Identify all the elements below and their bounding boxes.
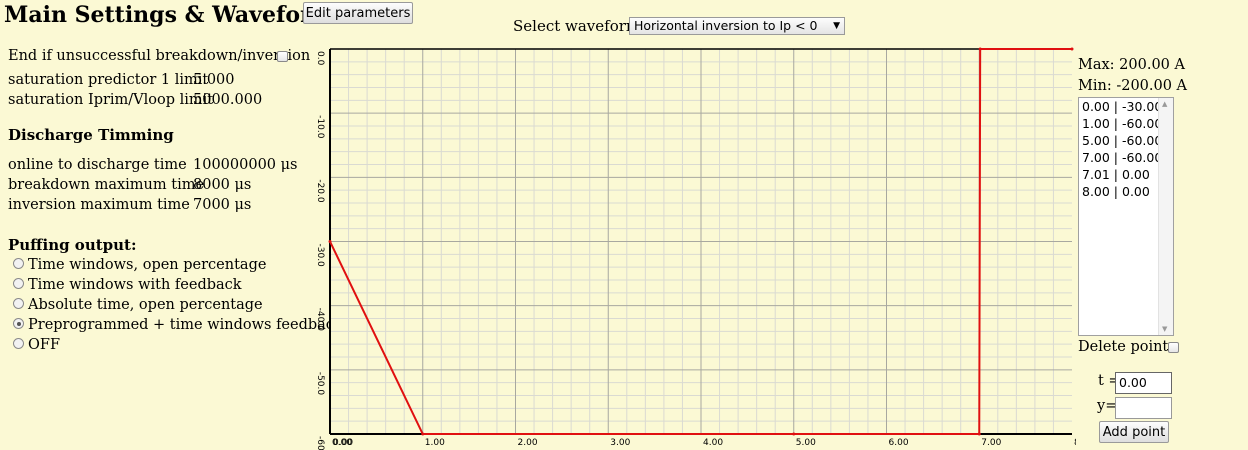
breakdown-label: breakdown maximum time [8, 177, 205, 193]
chevron-down-icon: ▼ [833, 21, 840, 31]
waveform-line[interactable] [329, 48, 1072, 435]
puffing-option-label: OFF [28, 337, 61, 353]
puffing-option-label: Preprogrammed + time windows feedback [28, 317, 343, 333]
waveform-select-label: Select waveform: [513, 17, 646, 35]
page-title: Main Settings & Waveforms [4, 2, 348, 28]
puffing-option[interactable]: Preprogrammed + time windows feedback [13, 317, 343, 333]
list-item[interactable]: 5.00 | -60.00 [1082, 133, 1163, 148]
x-tick-label: 3.00 [610, 438, 630, 448]
y-tick-label: -40.0 [315, 308, 325, 332]
max-label: Max: 200.00 A [1078, 57, 1185, 73]
y-tick-label: -30.0 [315, 244, 325, 268]
chevron-up-icon[interactable]: ▲ [1162, 100, 1168, 108]
add-point-button[interactable]: Add point [1099, 421, 1169, 443]
x-tick-label: 7.00 [981, 438, 1001, 448]
end-if-checkbox[interactable] [277, 51, 288, 62]
x-tick-label: 0.00 [333, 438, 353, 448]
radio-icon[interactable] [13, 338, 24, 349]
waveform-point[interactable] [978, 47, 982, 51]
waveform-select-value: Horizontal inversion to Ip < 0 [634, 18, 818, 33]
y-tick-label: 0.0 [315, 51, 325, 66]
waveform-point[interactable] [977, 432, 981, 436]
edit-parameters-button[interactable]: Edit parameters [303, 2, 413, 24]
online-value: 100000000 μs [193, 157, 298, 173]
puffing-option[interactable]: Absolute time, open percentage [13, 297, 263, 313]
waveform-select[interactable]: Horizontal inversion to Ip < 0 ▼ [629, 17, 845, 35]
waveform-point[interactable] [792, 432, 796, 436]
x-tick-label: 8. [1074, 438, 1076, 448]
y-tick-label: -50.0 [315, 372, 325, 396]
list-scrollbar[interactable]: ▲ ▼ [1158, 98, 1173, 335]
x-tick-label: 0.00 [332, 438, 352, 448]
breakdown-value: 8000 μs [193, 177, 252, 193]
delete-points-label: Delete points [1078, 339, 1176, 355]
x-tick-label: 4.00 [703, 438, 723, 448]
inversion-label: inversion maximum time [8, 197, 190, 213]
waveform-point[interactable] [328, 240, 332, 243]
radio-selected-icon[interactable] [13, 318, 24, 329]
t-label: t = [1098, 373, 1121, 389]
puffing-option[interactable]: Time windows with feedback [13, 277, 242, 293]
waveform-plot[interactable]: 0.001.002.003.004.005.006.007.008.0.000.… [310, 43, 1076, 450]
sat2-value: 5000.000 [193, 92, 263, 108]
sat1-value: 5.000 [193, 72, 235, 88]
points-list[interactable]: 0.00 | -30.00 1.00 | -60.00 5.00 | -60.0… [1078, 97, 1174, 336]
waveform-point[interactable] [1070, 47, 1074, 51]
min-label: Min: -200.00 A [1078, 78, 1188, 94]
list-item[interactable]: 7.00 | -60.00 [1082, 150, 1163, 165]
puffing-option-label: Time windows with feedback [28, 277, 242, 293]
puffing-option-label: Absolute time, open percentage [28, 297, 263, 313]
list-item[interactable]: 0.00 | -30.00 [1082, 99, 1163, 114]
y-tick-label: -10.0 [315, 115, 325, 139]
x-tick-label: 6.00 [889, 438, 909, 448]
y-label: y= [1097, 398, 1118, 414]
puffing-option-label: Time windows, open percentage [28, 257, 267, 273]
online-label: online to discharge time [8, 157, 187, 173]
radio-icon[interactable] [13, 258, 24, 269]
timing-heading: Discharge Timming [8, 126, 174, 144]
list-item[interactable]: 1.00 | -60.00 [1082, 116, 1163, 131]
chevron-down-icon[interactable]: ▼ [1162, 325, 1168, 333]
x-tick-label: 2.00 [518, 438, 538, 448]
puffing-heading: Puffing output: [8, 236, 137, 254]
sat1-label: saturation predictor 1 limit [8, 72, 209, 88]
delete-points-checkbox[interactable] [1168, 342, 1179, 353]
end-if-label: End if unsuccessful breakdown/inversion [8, 48, 311, 64]
radio-icon[interactable] [13, 278, 24, 289]
list-item[interactable]: 7.01 | 0.00 [1082, 167, 1150, 182]
sat2-label: saturation Iprim/Vloop limit [8, 92, 214, 108]
radio-icon[interactable] [13, 298, 24, 309]
inversion-value: 7000 μs [193, 197, 252, 213]
y-tick-label: -60. [315, 436, 325, 450]
y-input[interactable] [1115, 397, 1172, 419]
waveform-point[interactable] [421, 432, 425, 436]
puffing-option[interactable]: OFF [13, 337, 60, 353]
puffing-option[interactable]: Time windows, open percentage [13, 257, 266, 273]
t-input[interactable]: 0.00 [1115, 372, 1172, 394]
x-tick-label: 5.00 [796, 438, 816, 448]
list-item[interactable]: 8.00 | 0.00 [1082, 184, 1150, 199]
y-tick-label: -20.0 [315, 179, 325, 203]
x-tick-label: 1.00 [425, 438, 445, 448]
